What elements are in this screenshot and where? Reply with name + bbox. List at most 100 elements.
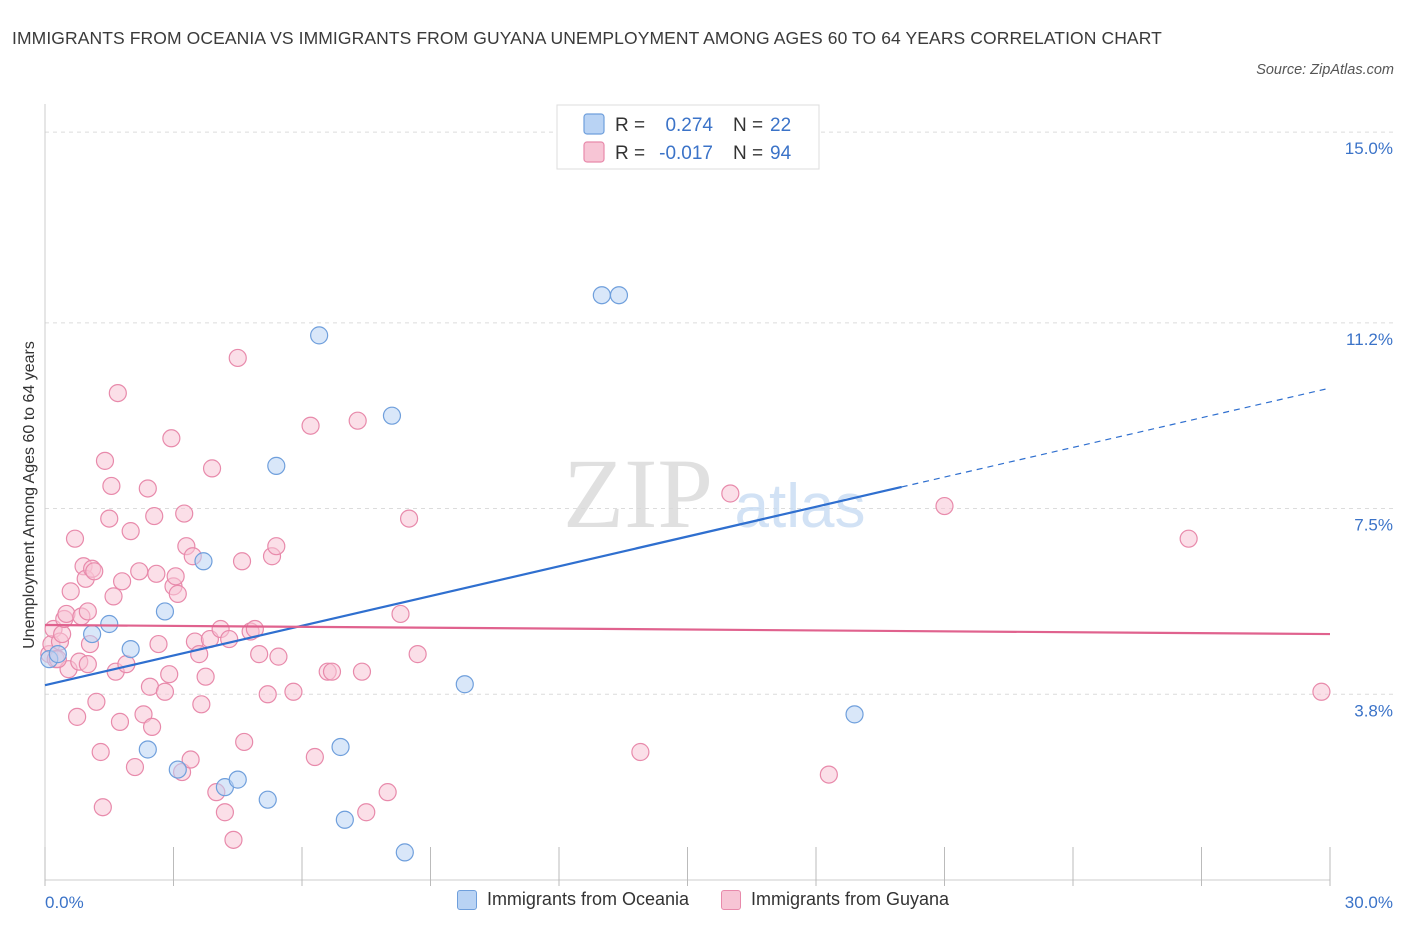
guyana-point-35 xyxy=(134,705,153,724)
guyana-point-78 xyxy=(322,662,342,681)
oceania-point-5 xyxy=(138,740,157,759)
legend-r-label-oceania: R = xyxy=(615,115,645,136)
oceania-point-13 xyxy=(310,326,329,345)
x-tick-label-max: 30.0% xyxy=(1345,893,1393,912)
y-tick-label-0: 3.8% xyxy=(1354,701,1393,720)
guyana-point-10 xyxy=(65,529,85,548)
guyana-point-49 xyxy=(175,504,194,523)
guyana-point-73 xyxy=(269,647,288,666)
guyana-point-43 xyxy=(160,665,179,684)
oceania-point-3 xyxy=(100,614,119,634)
oceania-point-2 xyxy=(83,624,102,644)
guyana-point-82 xyxy=(378,783,397,802)
chart-title: IMMIGRANTS FROM OCEANIA VS IMMIGRANTS FR… xyxy=(12,28,1162,48)
guyana-point-21 xyxy=(91,742,110,762)
guyana-point-64 xyxy=(228,348,247,368)
guyana-point-88 xyxy=(819,765,838,784)
legend-swatch-oceania-bottom xyxy=(456,889,477,910)
guyana-point-85 xyxy=(408,645,427,664)
guyana-point-38 xyxy=(142,717,162,737)
oceania-point-18 xyxy=(455,675,474,694)
legend-r-label-guyana: R = xyxy=(615,143,645,164)
series-legend: Immigrants from Oceania Immigrants from … xyxy=(0,889,1406,910)
y-tick-labels: 3.8% 7.5% 11.2% 15.0% xyxy=(1345,139,1393,720)
guyana-point-22 xyxy=(93,798,112,817)
guyana-point-66 xyxy=(235,732,254,752)
legend-item-oceania[interactable]: Immigrants from Oceania xyxy=(456,889,689,910)
guyana-point-16 xyxy=(78,602,97,621)
guyana-point-11 xyxy=(68,707,87,726)
guyana-point-41 xyxy=(149,634,168,654)
guyana-point-40 xyxy=(147,564,166,583)
guyana-point-20 xyxy=(87,692,106,711)
legend-n-label-oceania: N = xyxy=(733,115,763,136)
guyana-point-24 xyxy=(100,509,119,528)
guyana-point-29 xyxy=(110,712,130,731)
guyana-point-81 xyxy=(348,411,367,430)
y-tick-label-2: 11.2% xyxy=(1346,330,1393,349)
oceania-point-21 xyxy=(845,705,864,724)
oceania-point-14 xyxy=(331,737,350,757)
legend-swatch-guyana-bottom xyxy=(721,889,741,910)
guyana-point-51 xyxy=(181,750,200,769)
guyana-point-93 xyxy=(78,655,97,674)
guyana-point-34 xyxy=(130,562,149,581)
oceania-point-1 xyxy=(48,645,67,664)
oceania-point-16 xyxy=(382,406,402,425)
guyana-point-74 xyxy=(284,682,303,701)
guyana-point-75 xyxy=(301,416,320,435)
guyana-point-46 xyxy=(166,567,185,586)
guyana-point-25 xyxy=(102,476,121,496)
legend-label-guyana: Immigrants from Guyana xyxy=(751,889,950,909)
grid-lines xyxy=(45,131,1393,695)
legend-r-value-oceania: 0.274 xyxy=(665,115,713,136)
guyana-point-70 xyxy=(258,685,277,704)
oceania-point-6 xyxy=(155,602,175,621)
legend-swatch-oceania xyxy=(583,113,605,135)
axes xyxy=(44,104,1331,886)
y-tick-label-3: 15.0% xyxy=(1345,139,1393,158)
trend-line-guyana xyxy=(44,623,1331,636)
oceania-point-11 xyxy=(258,790,277,809)
oceania-point-20 xyxy=(609,286,629,305)
guyana-point-58 xyxy=(202,459,222,478)
guyana-point-39 xyxy=(145,506,164,526)
guyana-point-91 xyxy=(1312,682,1331,701)
guyana-point-56 xyxy=(196,667,215,686)
oceania-point-19 xyxy=(592,286,611,305)
oceania-point-12 xyxy=(267,456,286,475)
trend-line-oceania xyxy=(44,485,902,687)
guyana-point-30 xyxy=(112,572,132,591)
y-tick-label-1: 7.5% xyxy=(1354,516,1393,535)
guyana-point-61 xyxy=(215,803,234,822)
trend-line-oceania-extension xyxy=(901,387,1331,488)
guyana-point-83 xyxy=(391,604,410,624)
legend-swatch-guyana xyxy=(583,141,605,163)
guyana-point-7 xyxy=(57,604,76,624)
guyana-point-72 xyxy=(267,537,286,556)
guyana-point-86 xyxy=(631,742,650,762)
legend-item-guyana[interactable]: Immigrants from Guyana xyxy=(721,889,949,910)
guyana-point-33 xyxy=(125,757,145,777)
guyana-point-79 xyxy=(352,662,372,681)
legend-n-label-guyana: N = xyxy=(733,143,763,164)
legend-n-value-oceania: 22 xyxy=(770,115,791,136)
oceania-point-10 xyxy=(228,770,247,789)
guyana-point-26 xyxy=(104,587,123,606)
guyana-point-76 xyxy=(305,747,324,767)
guyana-point-28 xyxy=(108,383,127,403)
legend-r-value-guyana: -0.017 xyxy=(659,143,713,164)
guyana-point-47 xyxy=(168,584,187,603)
guyana-point-63 xyxy=(224,830,243,849)
watermark-atlas: atlas xyxy=(735,472,866,541)
oceania-point-7 xyxy=(168,760,187,779)
guyana-point-90 xyxy=(1179,529,1198,548)
stats-legend: R = 0.274 N = 22 R = -0.017 N = 94 xyxy=(556,104,820,170)
guyana-point-23 xyxy=(95,451,115,470)
trend-lines xyxy=(44,387,1331,687)
oceania-point-17 xyxy=(395,843,414,862)
guyana-point-42 xyxy=(155,682,175,701)
oceania-point-15 xyxy=(335,810,354,829)
guyana-point-65 xyxy=(232,552,252,571)
